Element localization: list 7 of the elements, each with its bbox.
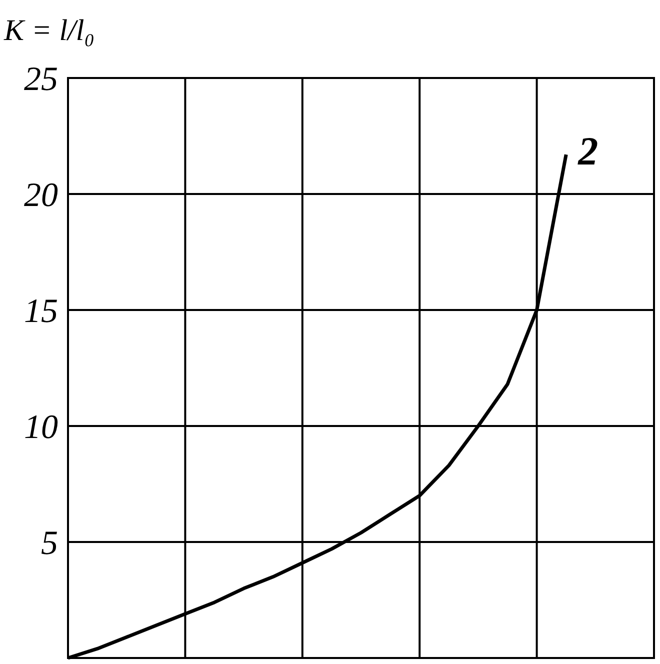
y-tick-label: 25 — [24, 60, 58, 98]
y-tick-label: 10 — [24, 408, 58, 446]
y-tick-label: 15 — [24, 292, 58, 330]
y-tick-label: 5 — [41, 524, 58, 562]
annotation: 2 — [577, 128, 598, 174]
y-axis-title: K = l/l₀ — [3, 14, 95, 47]
y-tick-label: 20 — [24, 176, 58, 214]
